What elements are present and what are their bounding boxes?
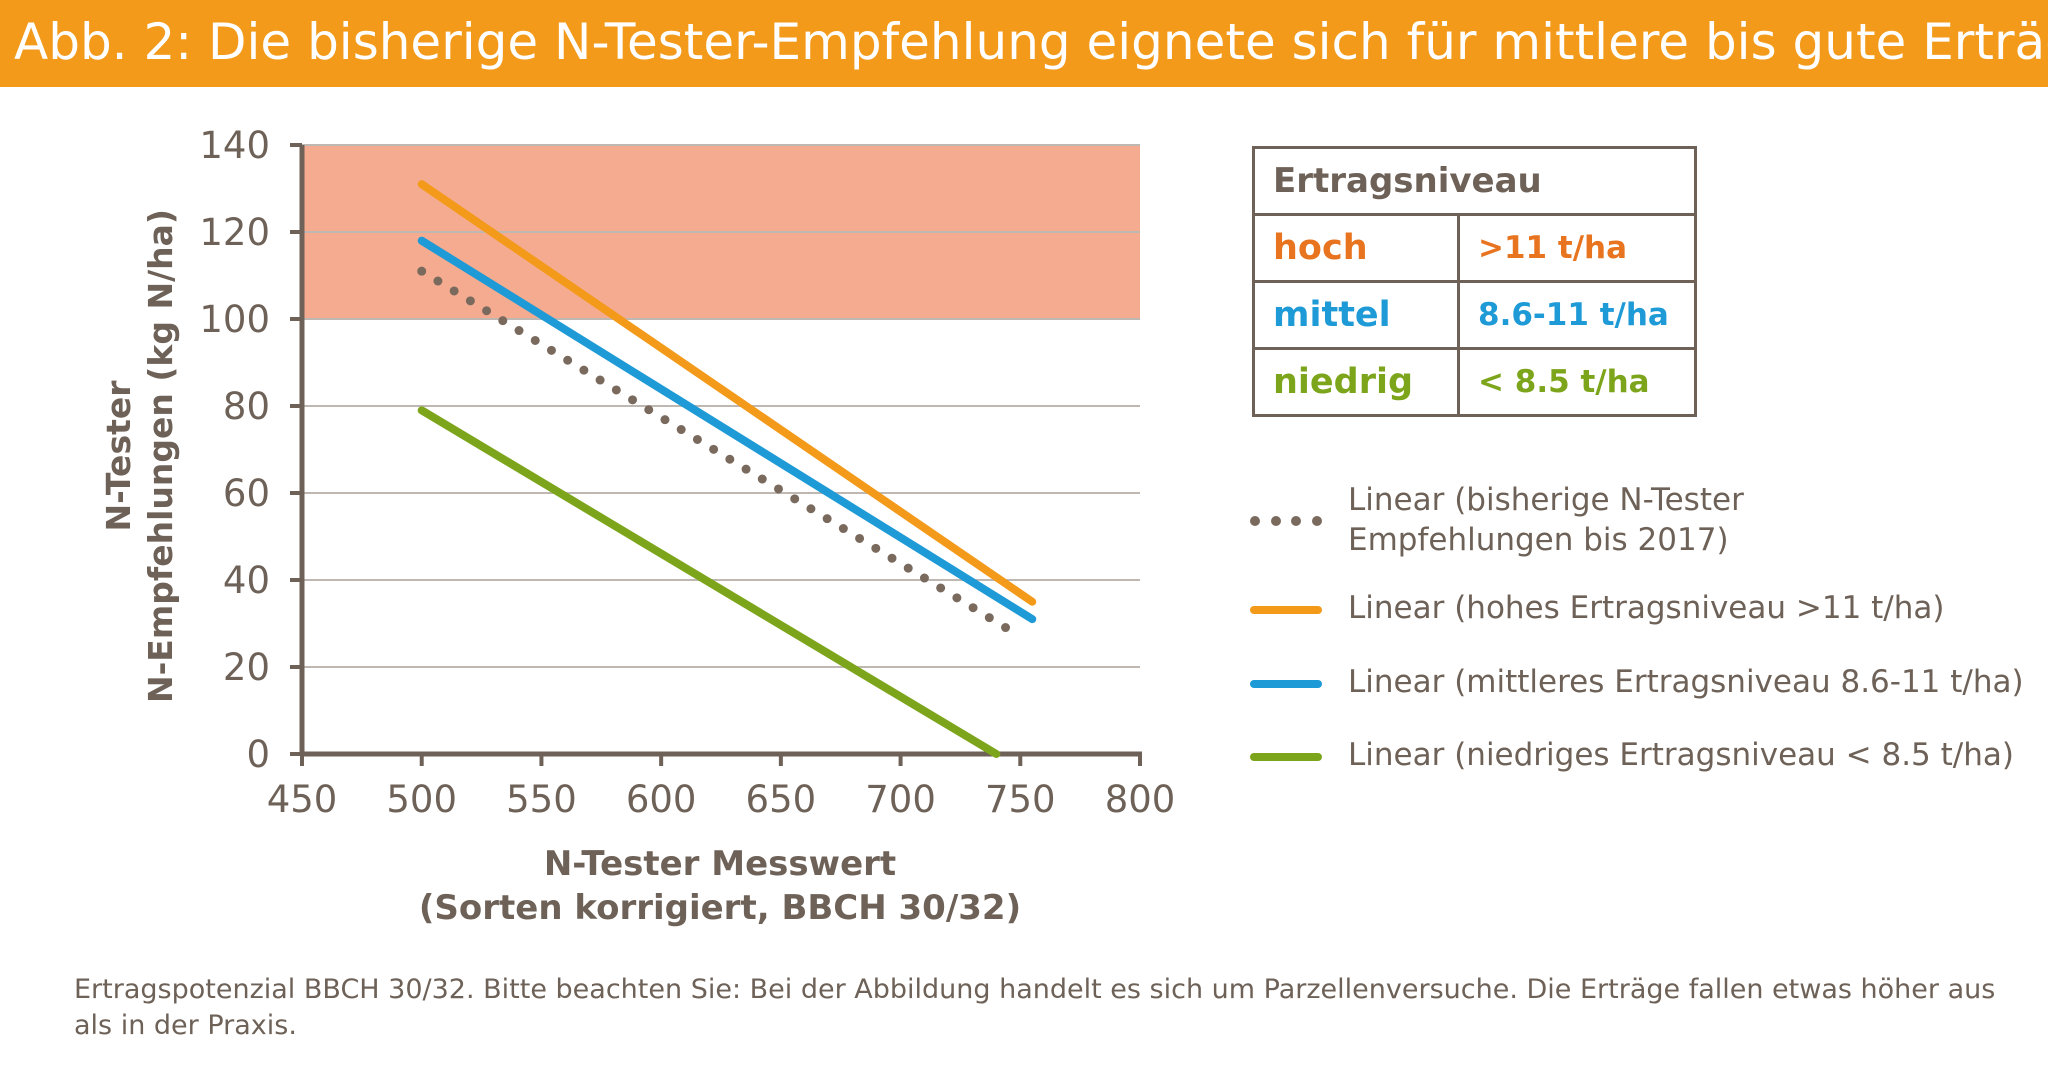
blue-line-swatch-icon [1250,680,1322,688]
series-line [417,266,1025,642]
dotted-line-swatch-icon [1250,516,1322,526]
x-tick-label: 650 [746,778,817,821]
y-tick-label: 120 [199,211,270,254]
series-line [417,180,1037,606]
yield-level-value: >11 t/ha [1457,213,1697,283]
title-banner: Abb. 2: Die bisherige N-Tester-Empfehlun… [0,0,2048,87]
y-axis-label: N-Tester N-Empfehlungen (kg N/ha) [98,176,182,736]
series-line [417,236,1037,624]
legend-label: Linear (bisherige N-Tester Empfehlungen b… [1348,482,1744,558]
yield-level-value: 8.6-11 t/ha [1457,280,1697,350]
y-tick-label: 60 [223,472,270,515]
yield-level-table: Ertragsniveau hoch >11 t/ha mittel 8.6-1… [1252,146,1697,417]
y-tick-label: 80 [223,385,270,428]
y-tick-label: 140 [199,124,270,167]
legend-label: Linear (niedriges Ertragsniveau < 8.5 t/… [1348,737,2014,773]
green-line-swatch-icon [1250,753,1322,761]
yield-level-label: niedrig [1252,347,1460,417]
series-line [417,406,1001,758]
legend-label: Linear (mittleres Ertragsniveau 8.6-11 t… [1348,664,2024,700]
y-tick-label: 100 [199,298,270,341]
yield-level-value: < 8.5 t/ha [1457,347,1697,417]
orange-line-swatch-icon [1250,606,1322,614]
footnote: Ertragspotenzial BBCH 30/32. Bitte beach… [74,974,1996,1041]
y-axis-label-line2: N-Empfehlungen (kg N/ha) [141,208,180,704]
yield-table-row-hoch: hoch >11 t/ha [1252,213,1697,283]
x-tick-label: 600 [626,778,697,821]
yield-table-row-mittel: mittel 8.6-11 t/ha [1252,280,1697,350]
y-tick-label: 20 [223,646,270,689]
yield-table-row-niedrig: niedrig < 8.5 t/ha [1252,347,1697,417]
x-tick-label: 750 [985,778,1056,821]
yield-table-header-row: Ertragsniveau [1252,146,1697,216]
line-chart: 0 20 40 60 80 100 120 140 450 500 550 600 650 700 750 8… [199,124,1176,821]
x-axis-label-line2: (Sorten korrigiert, BBCH 30/32) [418,888,1022,928]
yield-table-header: Ertragsniveau [1252,146,1697,216]
y-tick-label: 0 [246,733,270,776]
yield-level-label: hoch [1252,213,1460,283]
y-tick-label: 40 [223,559,270,602]
x-tick-label: 450 [267,778,338,821]
chart-title: Abb. 2: Die bisherige N-Tester-Empfehlun… [14,13,2048,71]
x-axis-label-line1: N-Tester Messwert [543,844,897,884]
yield-level-label: mittel [1252,280,1460,350]
legend-label: Linear (hohes Ertragsniveau >11 t/ha) [1348,590,1945,626]
x-tick-label: 550 [506,778,577,821]
x-tick-label: 700 [865,778,936,821]
y-axis-label-line1: N-Tester [99,380,138,532]
x-tick-label: 800 [1105,778,1176,821]
x-axis-label: N-Tester Messwert (Sorten korrigiert, BB… [370,842,1070,930]
x-tick-label: 500 [386,778,457,821]
